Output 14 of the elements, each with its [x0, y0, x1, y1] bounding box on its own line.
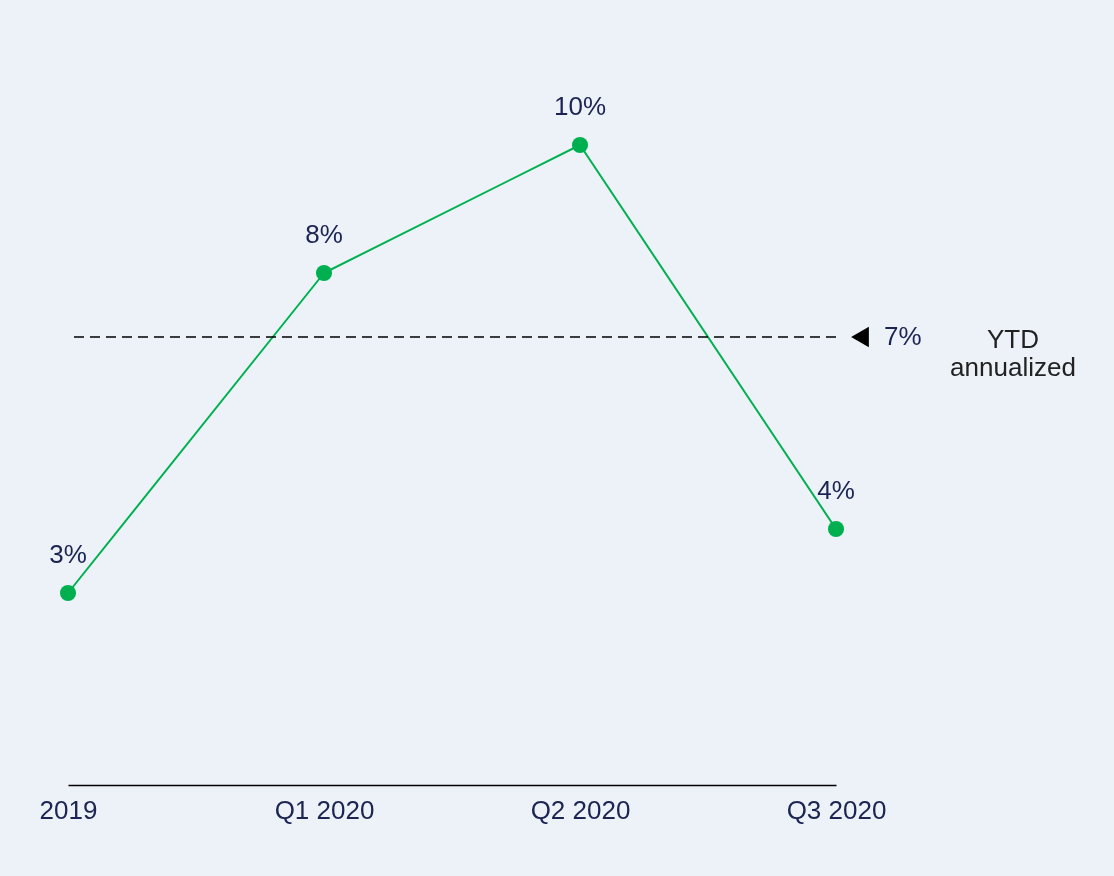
text: YTD annualized [950, 324, 1076, 382]
point [59, 584, 77, 602]
data-label: 4% [817, 475, 855, 505]
data-label: 8% [305, 219, 343, 249]
x-tick-label: Q3 2020 [786, 794, 887, 825]
x-tick-label: Q2 2020 [530, 794, 631, 825]
ref-line-label: 7% [884, 321, 922, 351]
data-label: 3% [49, 539, 87, 569]
point [315, 264, 333, 282]
point [571, 136, 589, 154]
x-tick-label: 2019 [39, 794, 98, 825]
x-tick-label: Q1 2020 [274, 794, 375, 825]
data-label: 10% [553, 91, 607, 121]
point [827, 520, 845, 538]
